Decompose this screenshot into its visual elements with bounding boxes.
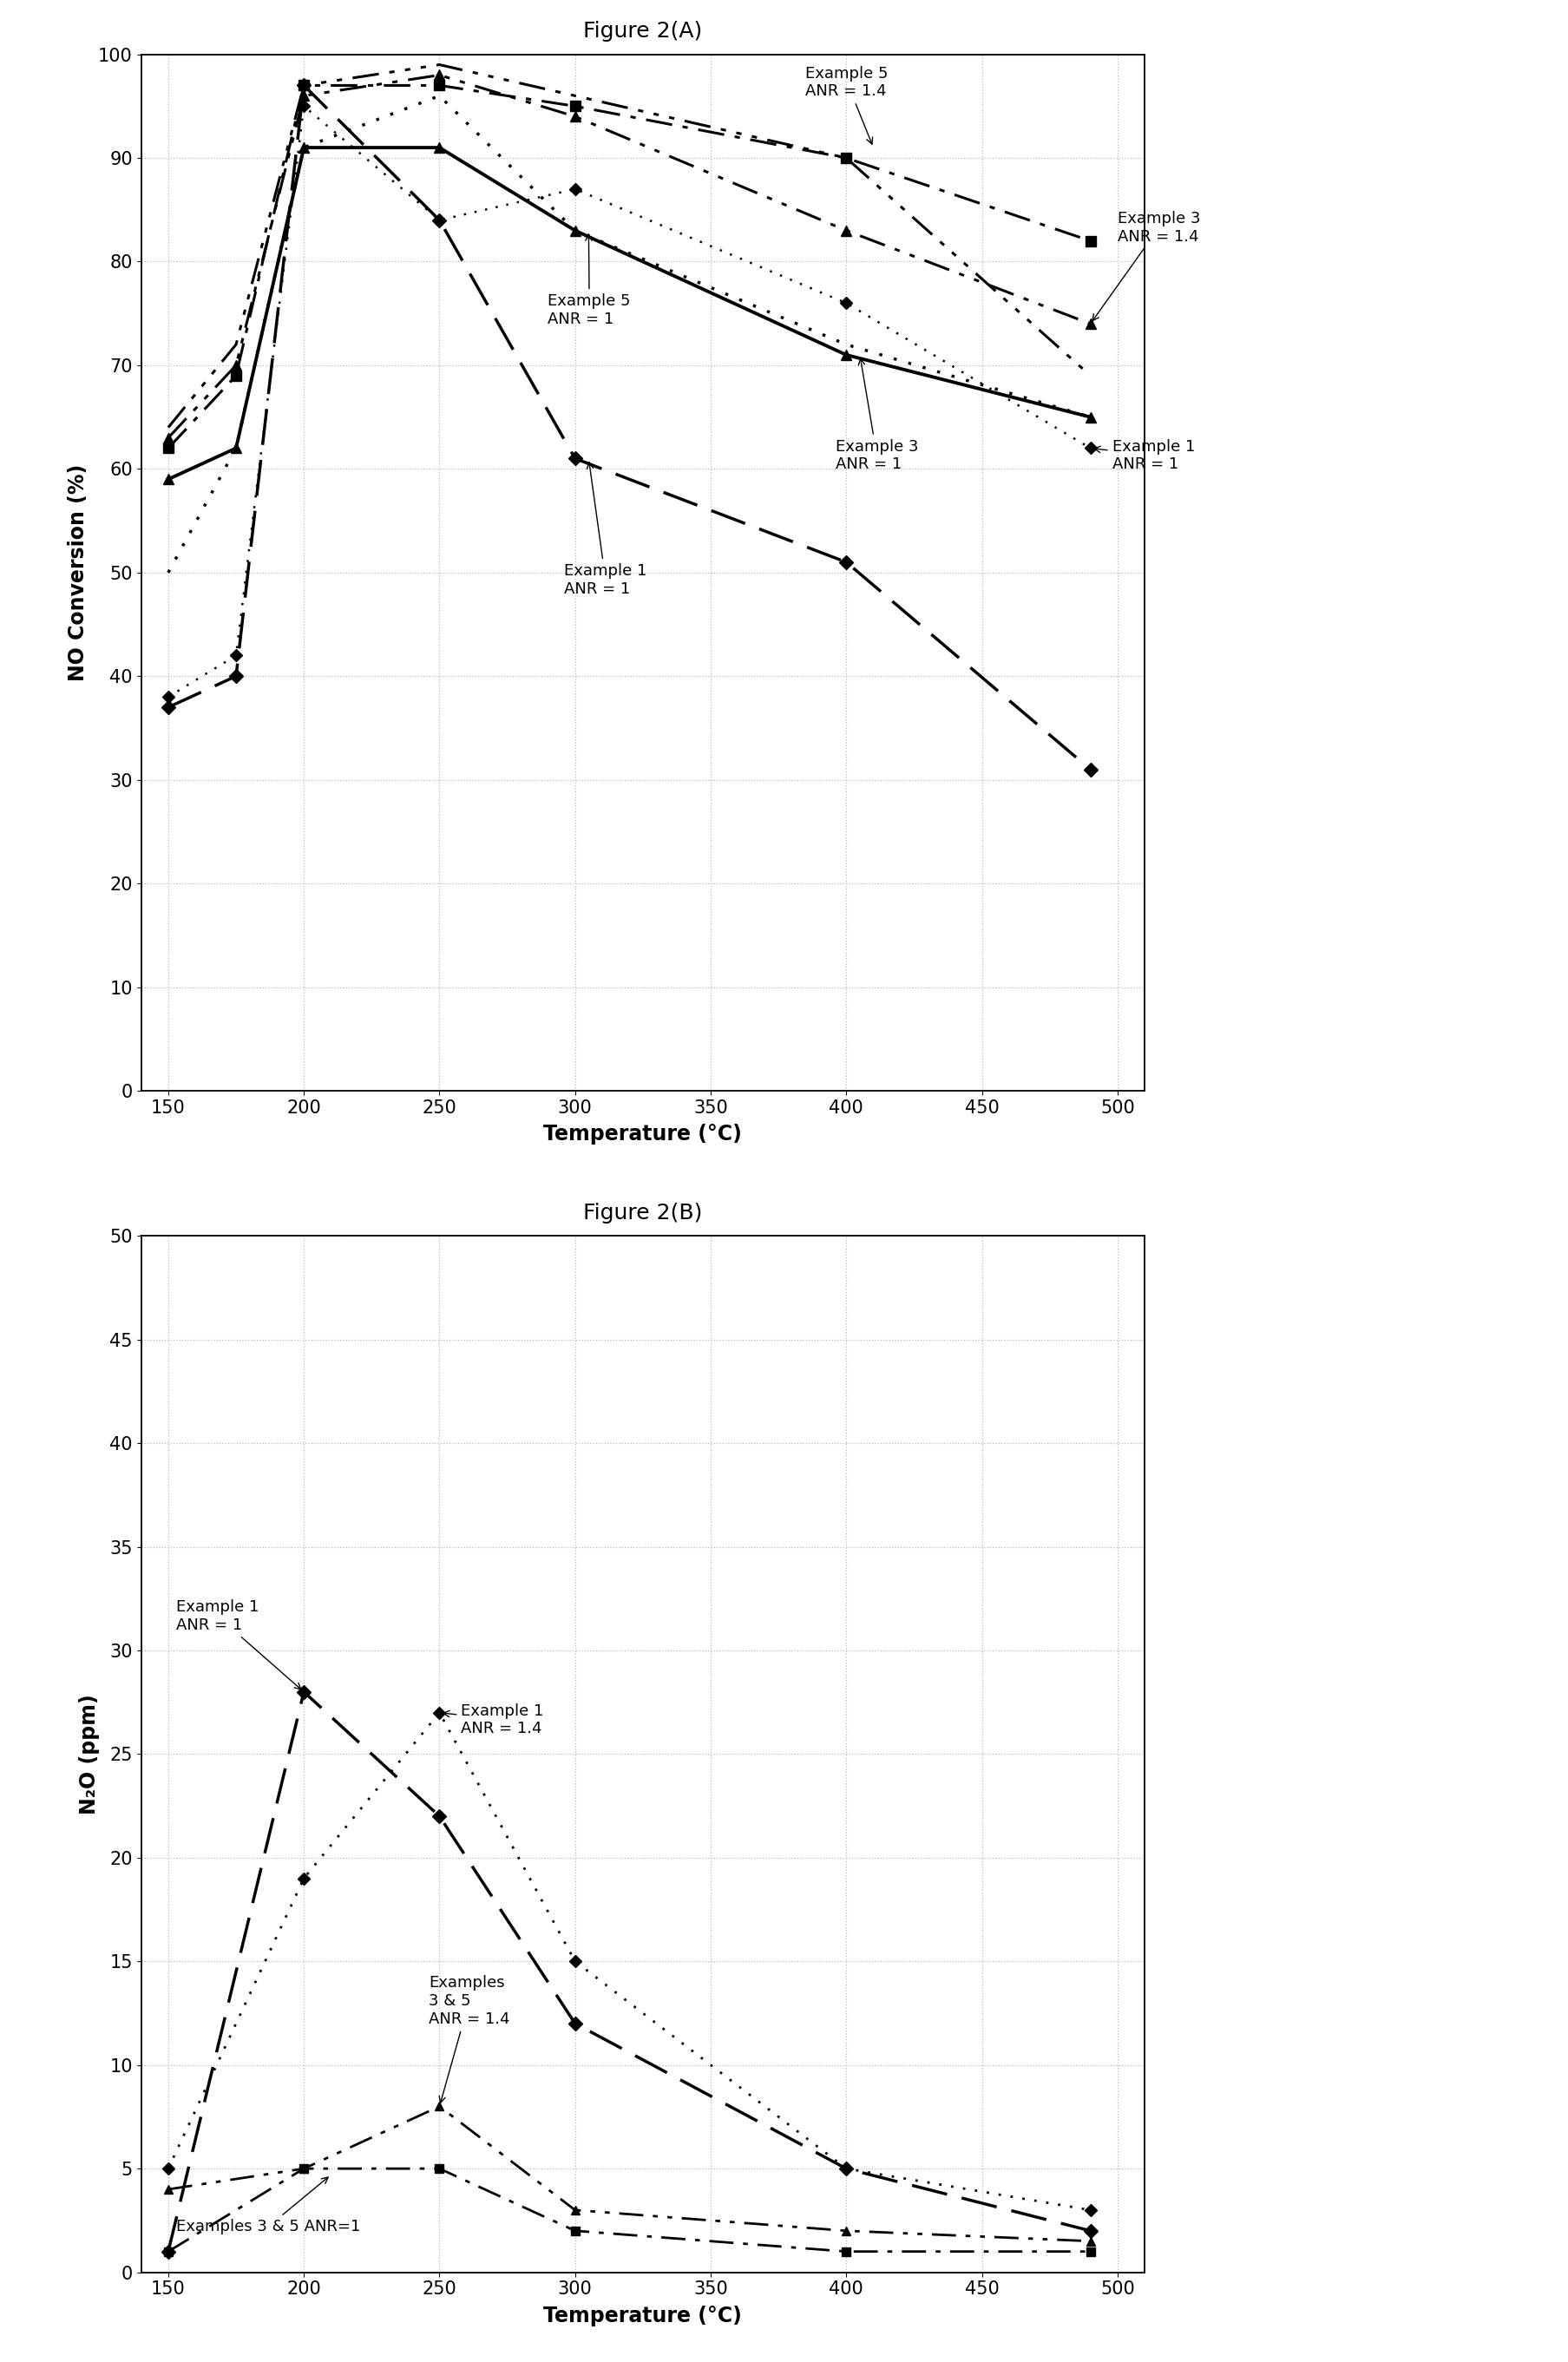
Text: Examples
3 & 5
ANR = 1.4: Examples 3 & 5 ANR = 1.4 <box>428 1975 510 2102</box>
X-axis label: Temperature (°C): Temperature (°C) <box>544 2305 742 2327</box>
Text: Example 1
ANR = 1: Example 1 ANR = 1 <box>564 463 648 598</box>
Text: Example 5
ANR = 1: Example 5 ANR = 1 <box>547 234 630 328</box>
Title: Figure 2(B): Figure 2(B) <box>583 1202 702 1224</box>
Y-axis label: N₂O (ppm): N₂O (ppm) <box>80 1694 100 1814</box>
Text: Example 1
ANR = 1: Example 1 ANR = 1 <box>176 1599 301 1689</box>
Text: Example 3
ANR = 1: Example 3 ANR = 1 <box>836 359 919 472</box>
Text: Example 3
ANR = 1.4: Example 3 ANR = 1.4 <box>1093 210 1201 321</box>
Text: Example 5
ANR = 1.4: Example 5 ANR = 1.4 <box>806 66 889 144</box>
Text: Example 1
ANR = 1: Example 1 ANR = 1 <box>1094 439 1195 472</box>
Title: Figure 2(A): Figure 2(A) <box>583 21 702 43</box>
Y-axis label: NO Conversion (%): NO Conversion (%) <box>67 463 88 680</box>
Text: Example 1
ANR = 1.4: Example 1 ANR = 1.4 <box>444 1703 544 1736</box>
X-axis label: Temperature (°C): Temperature (°C) <box>544 1124 742 1146</box>
Text: Examples 3 & 5 ANR=1: Examples 3 & 5 ANR=1 <box>176 2178 361 2234</box>
